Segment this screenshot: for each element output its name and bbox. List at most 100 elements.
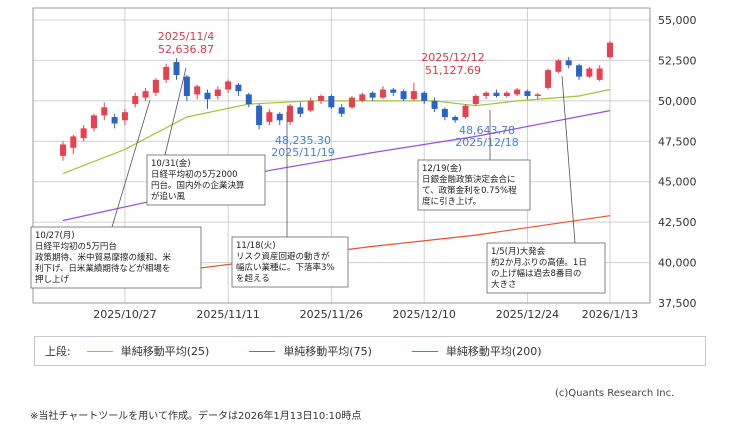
annotation-line: 押し上げ — [35, 274, 70, 285]
candle — [545, 68, 552, 90]
legend-swatch-ma200 — [411, 350, 438, 352]
candle — [60, 141, 66, 161]
annotation-leader — [111, 99, 151, 228]
candle — [328, 94, 335, 109]
legend-text-ma25: 単純移動平均(25) — [120, 345, 210, 358]
candle-body — [266, 112, 273, 122]
peak-value-label: 51,127.69 — [425, 64, 481, 77]
annotation-leaders — [111, 67, 576, 244]
candle — [607, 41, 613, 59]
candle-body — [441, 108, 448, 118]
candle-body — [452, 117, 459, 121]
y-tick-label: 42,500 — [658, 216, 697, 229]
candle — [410, 82, 417, 101]
x-tick-label: 2026/1/13 — [582, 308, 638, 321]
candle — [90, 113, 97, 132]
candle-body — [483, 92, 490, 97]
candle-body — [276, 113, 283, 121]
candle — [596, 65, 603, 82]
annotation-leader — [164, 67, 187, 156]
candle-body — [90, 115, 97, 129]
peak-date-label: 2025/11/4 — [158, 30, 214, 43]
candle — [142, 87, 149, 101]
candle-body — [410, 91, 417, 100]
annotation-line: 約2か月ぶりの高値。1日 — [491, 257, 587, 268]
candle — [555, 58, 562, 74]
candle — [214, 86, 221, 100]
candle — [152, 78, 159, 97]
candle — [225, 79, 232, 93]
candle — [235, 83, 242, 97]
footnote: ※当社チャートツールを用いて作成。データは2026年1月13日10:10時点 — [30, 411, 362, 422]
y-tick-label: 47,500 — [658, 135, 697, 148]
candle-body — [545, 70, 552, 88]
annotation-line: 政策期待、米中貿易摩擦の緩和、米 — [35, 252, 172, 263]
credit: (c)Quants Research Inc. — [555, 388, 675, 399]
peak-value-label: 52,636.87 — [158, 43, 214, 56]
candle-body — [60, 144, 66, 156]
annotation-frame — [30, 226, 202, 289]
candle — [307, 97, 314, 113]
candle-body — [390, 89, 397, 93]
plot-frame — [32, 7, 651, 304]
candle — [183, 74, 190, 101]
candle — [359, 92, 366, 103]
candle-body — [348, 97, 355, 108]
candle-body — [565, 60, 572, 66]
candle-body — [256, 105, 263, 126]
annotation-line: 度に引き上げ。 — [422, 196, 481, 207]
y-tick-label: 55,000 — [658, 14, 697, 27]
candle-body — [359, 94, 366, 101]
candle-body — [400, 91, 407, 100]
annotation-line: が追い風 — [151, 191, 186, 202]
candle — [534, 92, 541, 100]
candle-body — [245, 94, 252, 105]
legend-label: 上段: — [45, 345, 71, 358]
candle-body — [297, 107, 304, 114]
candle — [503, 91, 510, 98]
x-axis-ticks: 2025/10/27 2025/11/11 2025/11/26 2025/12/10… — [93, 308, 638, 321]
candle — [369, 91, 376, 101]
candle — [576, 63, 583, 80]
peak-date-label: 2025/12/12 — [421, 51, 484, 64]
candle — [318, 94, 325, 105]
candle — [472, 94, 479, 106]
annotation-leader — [561, 75, 576, 244]
candle — [70, 134, 77, 155]
candle — [524, 89, 531, 100]
y-tick-label: 37,500 — [658, 297, 697, 310]
candle — [173, 58, 180, 80]
trough-date-label: 2025/11/19 — [271, 146, 334, 159]
candle-body — [431, 100, 438, 109]
candle-body — [225, 81, 232, 90]
candle-body — [307, 100, 314, 111]
y-tick-label: 45,000 — [658, 176, 697, 189]
candle-body — [70, 136, 77, 148]
annotation-frame — [146, 154, 266, 206]
candle-body — [194, 86, 201, 95]
candle — [287, 104, 294, 126]
x-tick-label: 2025/11/11 — [196, 308, 259, 321]
candles — [60, 41, 613, 161]
candle — [493, 89, 500, 98]
x-tick-label: 2025/10/27 — [93, 308, 156, 321]
annotation-line: 幅広い業種に。下落率3% — [236, 262, 335, 273]
legend-item-ma200: 単純移動平均(200) — [411, 343, 542, 359]
candle-body — [328, 96, 335, 108]
candle-body — [152, 79, 159, 93]
candle-body — [462, 105, 469, 118]
x-tick-label: 2025/12/24 — [496, 308, 559, 321]
annotation-frame — [231, 236, 349, 288]
candle-body — [596, 68, 603, 80]
candle-body — [555, 60, 562, 72]
x-tick-label: 2025/12/10 — [393, 308, 456, 321]
trough-date-label: 2025/12/18 — [455, 136, 518, 149]
candle — [483, 91, 490, 100]
trough-value-label: 48,235.30 — [275, 134, 331, 147]
candle — [121, 108, 128, 126]
candle — [204, 89, 211, 109]
candle — [452, 115, 459, 123]
annotations: 10/27(月)日経平均初の5万円台政策期待、米中貿易摩擦の緩和、米利下げ、日米… — [30, 154, 606, 294]
candle — [101, 102, 108, 121]
